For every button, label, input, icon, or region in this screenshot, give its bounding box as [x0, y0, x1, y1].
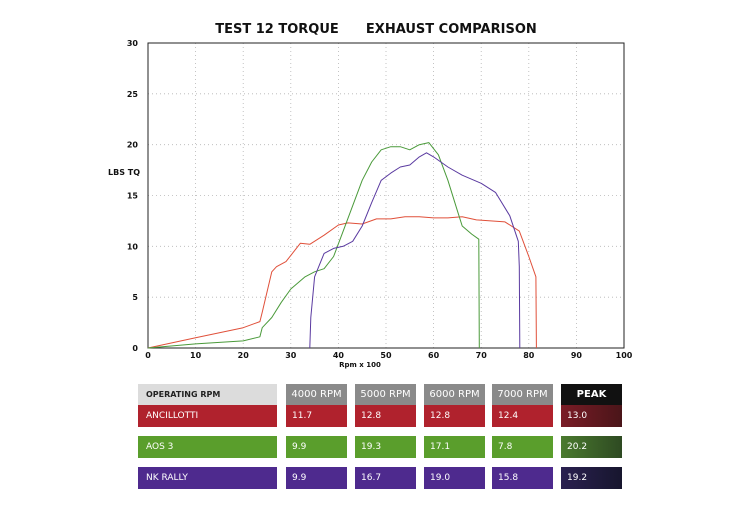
x-tick-label: 10 [190, 351, 202, 360]
series-line-aos-3 [147, 142, 480, 349]
y-tick-label: 10 [127, 242, 139, 251]
x-tick-label: 50 [380, 351, 392, 360]
row-label-ancillotti: ANCILLOTTI [138, 405, 277, 427]
value-cell: 9.9 [286, 436, 347, 458]
peak-cell: 13.0 [561, 405, 622, 427]
grid-lines [148, 43, 624, 348]
value-cell: 19.3 [355, 436, 416, 458]
value-cell: 11.7 [286, 405, 347, 427]
value-cell: 12.8 [355, 405, 416, 427]
y-axis: 0 5 10 15 20 25 30 [127, 39, 139, 353]
plot-frame [147, 42, 625, 349]
value-cell: 12.8 [424, 405, 485, 427]
value-cell: 19.0 [424, 467, 485, 489]
x-tick-label: 70 [476, 351, 488, 360]
operating-rpm-header: OPERATING RPM [138, 384, 277, 406]
rpm-column-header: 5000 RPM [355, 384, 416, 406]
series-lines [147, 142, 537, 349]
rpm-column-header: 4000 RPM [286, 384, 347, 406]
value-cell: 7.8 [492, 436, 553, 458]
y-tick-label: 25 [127, 90, 139, 99]
y-tick-label: 15 [127, 192, 139, 201]
rpm-column-header: 7000 RPM [492, 384, 553, 406]
value-cell: 16.7 [355, 467, 416, 489]
x-tick-label: 100 [616, 351, 633, 360]
value-cell: 12.4 [492, 405, 553, 427]
y-tick-label: 0 [132, 344, 138, 353]
x-tick-label: 90 [571, 351, 583, 360]
peak-cell: 19.2 [561, 467, 622, 489]
series-line-ancillotti [147, 216, 537, 349]
x-tick-label: 60 [428, 351, 440, 360]
x-axis: 0 10 20 30 40 50 60 70 80 90 100 [145, 351, 633, 360]
peak-column-header: PEAK [561, 384, 622, 406]
value-cell: 15.8 [492, 467, 553, 489]
chart-title: TEST 12 TORQUE EXHAUST COMPARISON [215, 22, 537, 37]
x-axis-label: Rpm x 100 [339, 361, 381, 369]
row-label-nk-rally: NK RALLY [138, 467, 277, 489]
y-tick-label: 30 [127, 39, 139, 48]
value-cell: 17.1 [424, 436, 485, 458]
y-tick-label: 20 [127, 141, 139, 150]
value-cell: 9.9 [286, 467, 347, 489]
y-axis-label: LBS TQ [108, 168, 140, 177]
x-tick-label: 40 [333, 351, 345, 360]
x-tick-label: 0 [145, 351, 151, 360]
x-tick-label: 80 [523, 351, 535, 360]
row-label-aos3: AOS 3 [138, 436, 277, 458]
x-tick-label: 30 [285, 351, 297, 360]
peak-cell: 20.2 [561, 436, 622, 458]
y-tick-label: 5 [132, 293, 138, 302]
rpm-column-header: 6000 RPM [424, 384, 485, 406]
series-line-nk-rally [309, 152, 521, 349]
torque-chart: TEST 12 TORQUE EXHAUST COMPARISON 0 5 10 15… [108, 22, 633, 369]
x-tick-label: 20 [238, 351, 250, 360]
